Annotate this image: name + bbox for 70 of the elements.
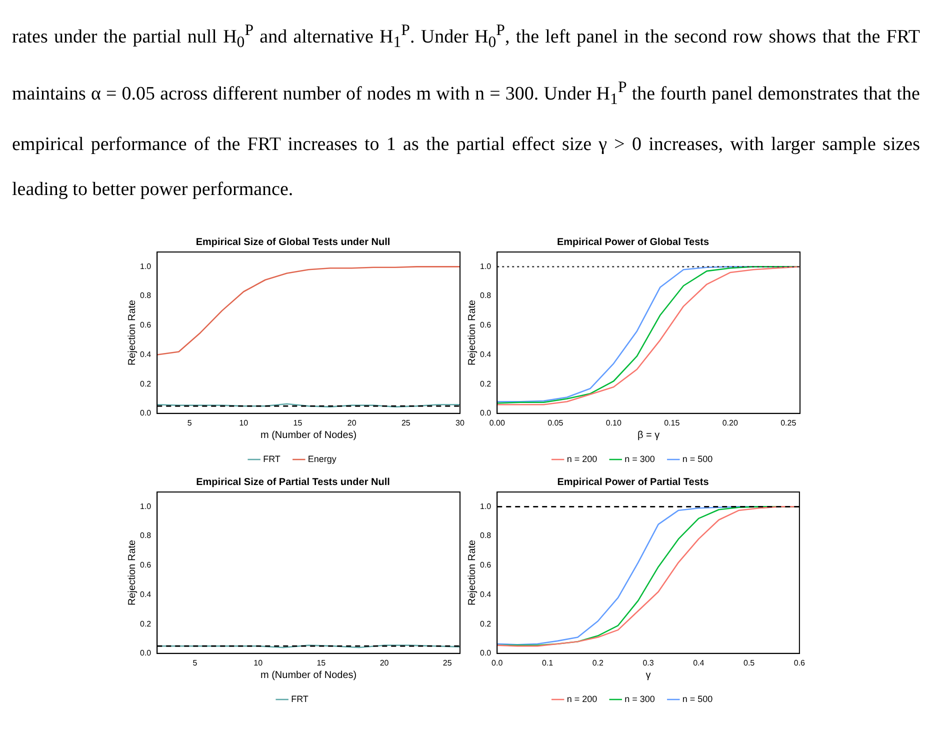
x-tick-label: 30 [456,418,465,428]
y-tick-label: 0.4 [140,350,152,360]
x-tick-label: 0.10 [606,418,622,428]
y-axis-title: Rejection Rate [126,300,138,366]
x-tick-label: 5 [192,658,198,668]
chart-title: Empirical Size of Partial Tests under Null [196,477,390,488]
x-tick-label: 0.5 [743,658,756,668]
x-tick-label: 10 [239,418,249,428]
legend-label: n = 500 [682,454,713,464]
legend-label: n = 300 [624,454,655,464]
y-tick-label: 1.0 [140,262,152,272]
x-tick-label: 0.2 [592,658,604,668]
x-tick-label: 0.1 [542,658,554,668]
x-tick-label: 10 [254,658,264,668]
x-tick-label: 0.25 [780,418,797,428]
y-tick-label: 0.4 [480,350,492,360]
y-axis-title: Rejection Rate [466,540,478,606]
text: rates under the partial null H$_{0}$$^{P}$ and alternative H$_{1}$$^{P}$. Under H$_{0}$$^{P}$, the left panel in the second row shows that the FRT maintains α = 0.05 across different number of nodes m with n = 300. Under H$_{1}$$^{P}$ the fourth panel demonstrates that the empirical performance of the FRT increases to 1 as the partial effect size γ > 0 increases, with larger sample sizes leading to better power performance. [12,22,920,200]
y-tick-label: 0.0 [480,408,492,418]
y-tick-label: 0.6 [140,320,152,330]
x-tick-label: 15 [316,658,326,668]
y-tick-label: 1.0 [140,502,152,512]
x-tick-label: 20 [380,658,390,668]
x-axis-title: β = γ [637,430,660,441]
legend-label: Energy [308,454,337,464]
y-tick-label: 0.6 [480,320,492,330]
y-tick-label: 0.0 [140,408,152,418]
y-tick-label: 0.2 [480,380,492,389]
y-tick-label: 0.8 [480,291,492,300]
x-tick-label: 0.6 [794,658,806,668]
legend-label: n = 300 [624,694,655,704]
legend-label: n = 500 [682,694,713,704]
y-tick-label: 0.2 [480,620,492,629]
x-tick-label: 15 [293,418,303,428]
y-tick-label: 0.8 [480,531,492,540]
y-tick-label: 0.8 [140,291,152,300]
legend-label: FRT [263,454,281,464]
x-tick-label: 25 [442,658,452,668]
y-tick-label: 0.8 [140,531,152,540]
x-tick-label: 0.15 [664,418,680,428]
chart-title: Empirical Power of Global Tests [556,237,710,248]
x-axis-title: m (Number of Nodes) [260,670,357,681]
y-tick-label: 0.0 [140,648,152,658]
x-tick-label: 0.20 [722,418,738,428]
x-tick-label: 25 [401,418,411,428]
x-axis-title: γ [646,670,651,681]
x-tick-label: 0.4 [693,658,705,668]
x-tick-label: 20 [347,418,357,428]
chart-title: Empirical Power of Partial Tests [557,477,710,488]
y-tick-label: 1.0 [480,502,492,512]
x-tick-label: 0.0 [492,658,504,668]
y-tick-label: 0.4 [140,590,152,600]
y-axis-title: Rejection Rate [126,540,138,606]
y-tick-label: 1.0 [480,262,492,272]
y-axis-title: Rejection Rate [466,300,478,366]
y-tick-label: 0.4 [480,590,492,600]
y-tick-label: 0.2 [140,380,152,389]
legend-label: n = 200 [566,694,598,704]
y-tick-label: 0.6 [480,560,492,570]
x-tick-label: 0.00 [489,418,506,428]
x-tick-label: 5 [187,418,192,428]
legend-label: FRT [291,694,309,704]
x-tick-label: 0.05 [548,418,564,428]
x-tick-label: 0.3 [642,658,654,668]
y-tick-label: 0.2 [140,620,152,629]
legend-label: n = 200 [566,454,598,464]
y-tick-label: 0.0 [480,648,492,658]
chart-title: Empirical Size of Global Tests under Null [196,237,390,248]
x-axis-title: m (Number of Nodes) [260,430,357,441]
y-tick-label: 0.6 [140,560,152,570]
